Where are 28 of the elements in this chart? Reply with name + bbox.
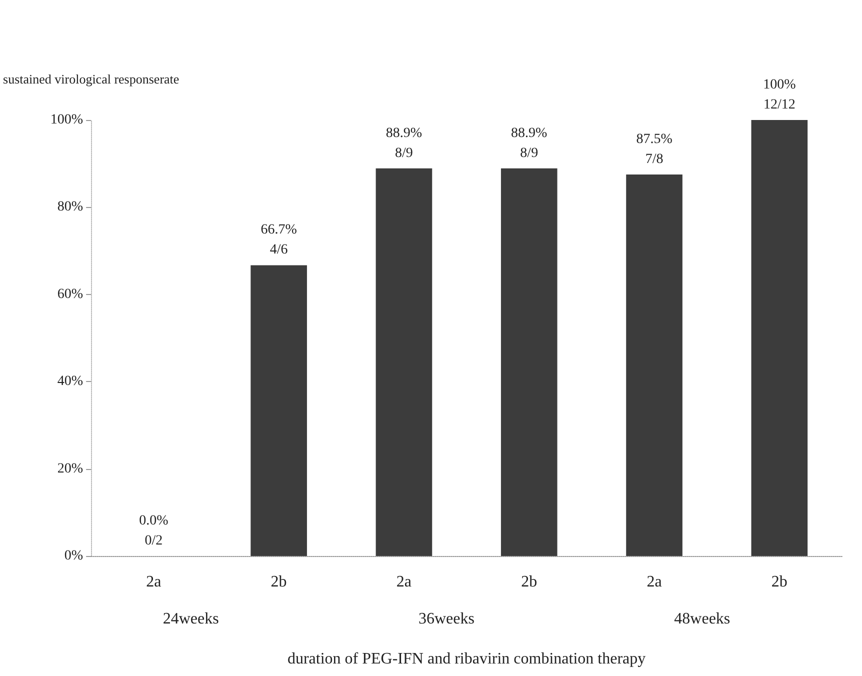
y-tick-label: 100% [50,112,84,128]
text: 24weeks [162,610,219,628]
y-axis-title: sustained virological responserate [2,72,180,86]
data-label: 100% 12/12 [763,78,796,112]
y-tick-label: 60% [57,286,84,302]
x-tick-label: 2b [270,574,287,590]
data-label: 66.7% 4/6 [260,222,298,258]
data-label: 88.9% 8/9 [511,126,548,161]
x-tick-label: 2b [521,574,538,590]
y-tick-label: 40% [57,374,84,390]
y-tick-label: 80% [57,200,84,215]
data-label: 88.9% 8/9 [386,126,422,161]
bar [626,174,682,556]
bar [376,168,432,556]
x-tick-label: 2a [396,574,412,590]
x-tick-label: 2a [146,574,162,590]
y-tick-label: 0% [64,548,84,564]
bar [500,168,558,556]
data-label: 0.0% 0/2 [139,514,169,548]
x-axis-title: duration of PEG-IFN and ribavirin combination therapy [287,650,646,668]
data-label: 87.5% 7/8 [636,132,673,167]
x-tick-label: 2a [646,574,662,590]
text: 48weeks [674,610,730,628]
x-tick-label: 2b [771,574,788,590]
bar [250,265,307,556]
bar [751,120,808,556]
text: 36weeks [418,610,474,628]
y-tick-label: 20% [57,461,84,476]
